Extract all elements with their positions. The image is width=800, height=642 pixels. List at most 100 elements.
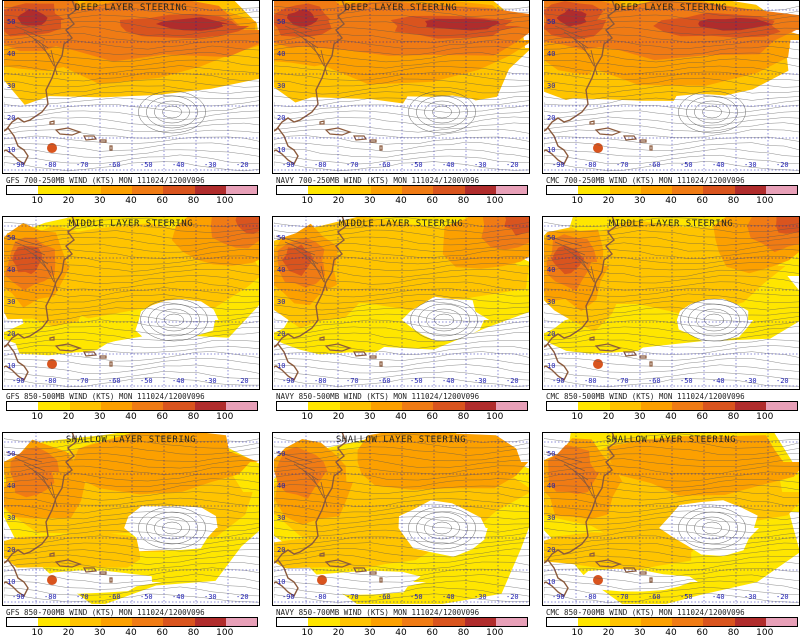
streamline — [274, 45, 530, 56]
island-outline — [324, 127, 352, 136]
streamline — [4, 332, 260, 342]
colorbar-segment — [547, 618, 579, 626]
steering-panel: -90 -80 -70 -60 -50 -40 -30 -20 10 20 30 40 50 MIDDLE… — [540, 216, 800, 426]
longitude-label: -60 — [648, 593, 661, 601]
panel-caption: GFS 850-700MB WIND (KTS) MON 111024/1200… — [6, 608, 205, 617]
island-outline — [49, 120, 55, 125]
colorbar-tick-label: 60 — [156, 196, 168, 206]
streamline — [544, 496, 800, 507]
streamline — [544, 592, 800, 603]
calm-area — [398, 500, 488, 557]
island-outline — [353, 351, 368, 357]
island-outline — [649, 577, 653, 583]
streamline — [544, 77, 800, 88]
streamline — [4, 20, 260, 30]
latitude-label: 20 — [277, 330, 285, 338]
longitude-label: -60 — [648, 377, 661, 385]
colorbar-segment — [339, 402, 371, 410]
streamline — [162, 521, 182, 535]
streamline — [544, 281, 800, 291]
streamline — [544, 465, 800, 474]
streamline — [4, 14, 260, 24]
colorbar-segment — [370, 402, 402, 410]
longitude-label: -20 — [506, 593, 519, 601]
colorbar-ticks: 10 20 30 40 60 80 100 — [546, 628, 796, 640]
colorbar-segment — [464, 402, 496, 410]
streamline — [434, 313, 454, 327]
streamline — [274, 339, 530, 349]
longitude-label: -50 — [410, 593, 423, 601]
streamline — [274, 511, 530, 520]
border-line — [554, 241, 586, 256]
streamline — [4, 104, 260, 113]
streamline — [274, 91, 530, 101]
streamline — [274, 255, 530, 265]
panel-caption: NAVY 850-700MB WIND (KTS) MON 111024/120… — [276, 608, 480, 617]
steering-panel: -90 -80 -70 -60 -50 -40 -30 -20 10 20 30 40 50 MIDDLE… — [0, 216, 262, 426]
colorbar-tick-label: 40 — [125, 412, 137, 422]
latitude-label: 40 — [277, 50, 285, 58]
streamline — [544, 306, 800, 317]
colorbar-segment — [703, 402, 735, 410]
streamline — [4, 434, 260, 442]
longitude-label: -80 — [584, 593, 597, 601]
latitude-label: 40 — [277, 482, 285, 490]
coastline — [274, 559, 299, 598]
colorbar-segment — [703, 186, 735, 194]
longitude-label: -20 — [236, 377, 249, 385]
streamline — [4, 542, 260, 552]
streamline — [544, 548, 800, 558]
streamline — [274, 128, 530, 138]
storm-marker — [593, 359, 603, 369]
streamline — [274, 529, 530, 538]
colorbar-segment — [765, 402, 797, 410]
streamline — [424, 100, 460, 124]
steering-map: -90 -80 -70 -60 -50 -40 -30 -20 10 20 30 40 50 — [544, 216, 800, 388]
steering-map: -90 -80 -70 -60 -50 -40 -30 -20 10 20 30 40 50 — [4, 432, 260, 604]
streamline — [4, 522, 260, 533]
steering-map: -90 -80 -70 -60 -50 -40 -30 -20 10 20 30 40 50 — [4, 0, 260, 172]
colorbar-tick-label: 30 — [94, 412, 106, 422]
colorbar-tick-label: 10 — [31, 628, 43, 638]
colorbar-tick-label: 40 — [665, 412, 677, 422]
border-line — [554, 25, 586, 40]
streamline — [544, 148, 800, 158]
colorbar-tick-label: 30 — [364, 412, 376, 422]
colorbar-tick-label: 60 — [426, 412, 438, 422]
colorbar-ticks: 10 20 30 40 60 80 100 — [6, 196, 256, 208]
latitude-label: 20 — [7, 546, 15, 554]
island-outline — [49, 336, 55, 341]
streamline — [4, 110, 260, 120]
colorbar-tick-label: 100 — [756, 412, 774, 422]
island-outline — [324, 559, 352, 568]
streamline — [4, 554, 260, 565]
longitude-label: -30 — [474, 593, 487, 601]
wind-speed-colorbar — [6, 617, 258, 627]
longitude-label: -80 — [584, 161, 597, 169]
coastline — [4, 432, 77, 564]
longitude-label: -80 — [44, 161, 57, 169]
steering-panel: -90 -80 -70 -60 -50 -40 -30 -20 10 20 30 40 50 MIDDLE… — [270, 216, 532, 426]
streamline — [544, 230, 800, 240]
streamline — [4, 593, 260, 603]
colorbar-tick-label: 30 — [364, 196, 376, 206]
colorbar-tick-label: 30 — [634, 196, 646, 206]
colorbar-segment — [402, 618, 434, 626]
streamline — [274, 65, 530, 75]
streamline — [4, 478, 260, 487]
colorbar-tick-label: 100 — [216, 196, 234, 206]
longitude-label: -20 — [506, 377, 519, 385]
border-line — [572, 469, 592, 490]
streamline — [688, 303, 740, 337]
latitude-label: 10 — [7, 362, 15, 370]
streamline — [416, 95, 468, 129]
streamline — [544, 65, 800, 75]
streamline — [274, 1, 530, 11]
streamline — [544, 8, 800, 17]
colorbar-tick-label: 10 — [31, 196, 43, 206]
colorbar-tick-label: 80 — [457, 196, 470, 206]
wind-speed-area — [556, 8, 587, 27]
storm-marker — [593, 575, 603, 585]
border-line — [41, 475, 55, 499]
calm-area — [385, 95, 496, 130]
